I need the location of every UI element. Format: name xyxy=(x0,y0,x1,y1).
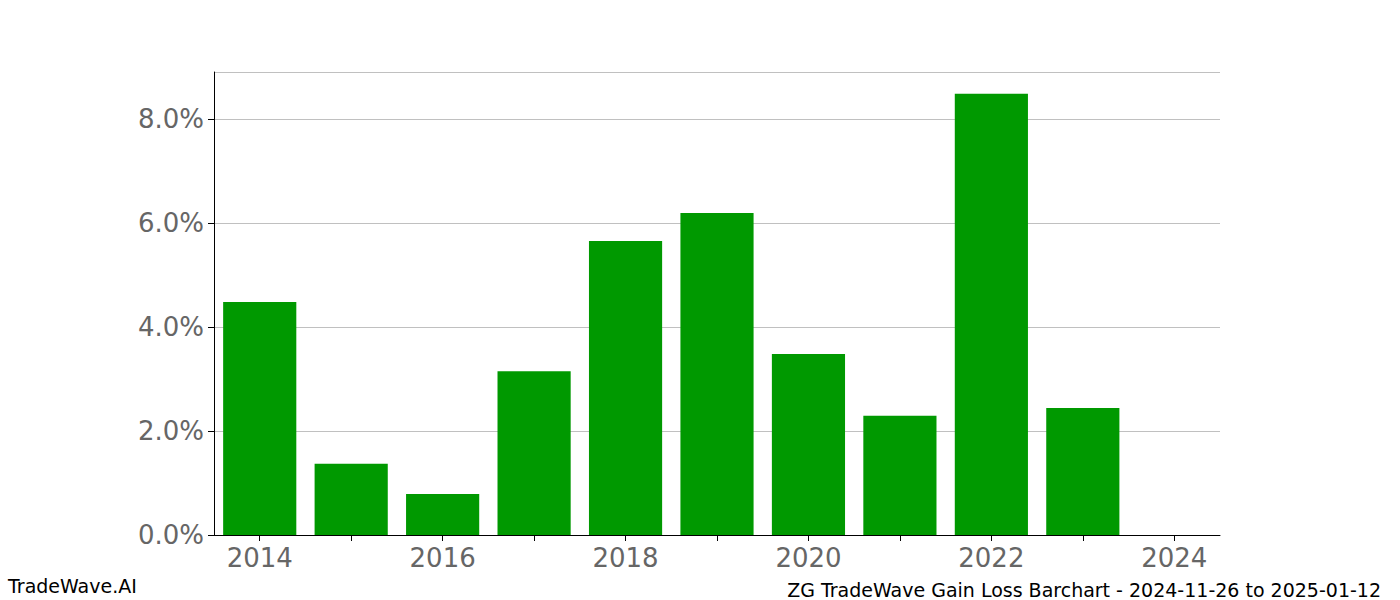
svg-text:ZG TradeWave Gain Loss Barchar: ZG TradeWave Gain Loss Barchart - 2024-1… xyxy=(787,579,1381,600)
svg-text:2018: 2018 xyxy=(592,543,658,573)
svg-text:2014: 2014 xyxy=(227,543,293,573)
svg-text:8.0%: 8.0% xyxy=(138,104,204,134)
svg-text:4.0%: 4.0% xyxy=(138,312,204,342)
svg-text:6.0%: 6.0% xyxy=(138,208,204,238)
svg-text:2020: 2020 xyxy=(775,543,841,573)
svg-text:0.0%: 0.0% xyxy=(138,520,204,550)
svg-text:TradeWave.AI: TradeWave.AI xyxy=(7,575,137,597)
svg-text:2016: 2016 xyxy=(410,543,476,573)
svg-text:2.0%: 2.0% xyxy=(138,416,204,446)
svg-text:2024: 2024 xyxy=(1141,543,1207,573)
svg-text:2022: 2022 xyxy=(958,543,1024,573)
